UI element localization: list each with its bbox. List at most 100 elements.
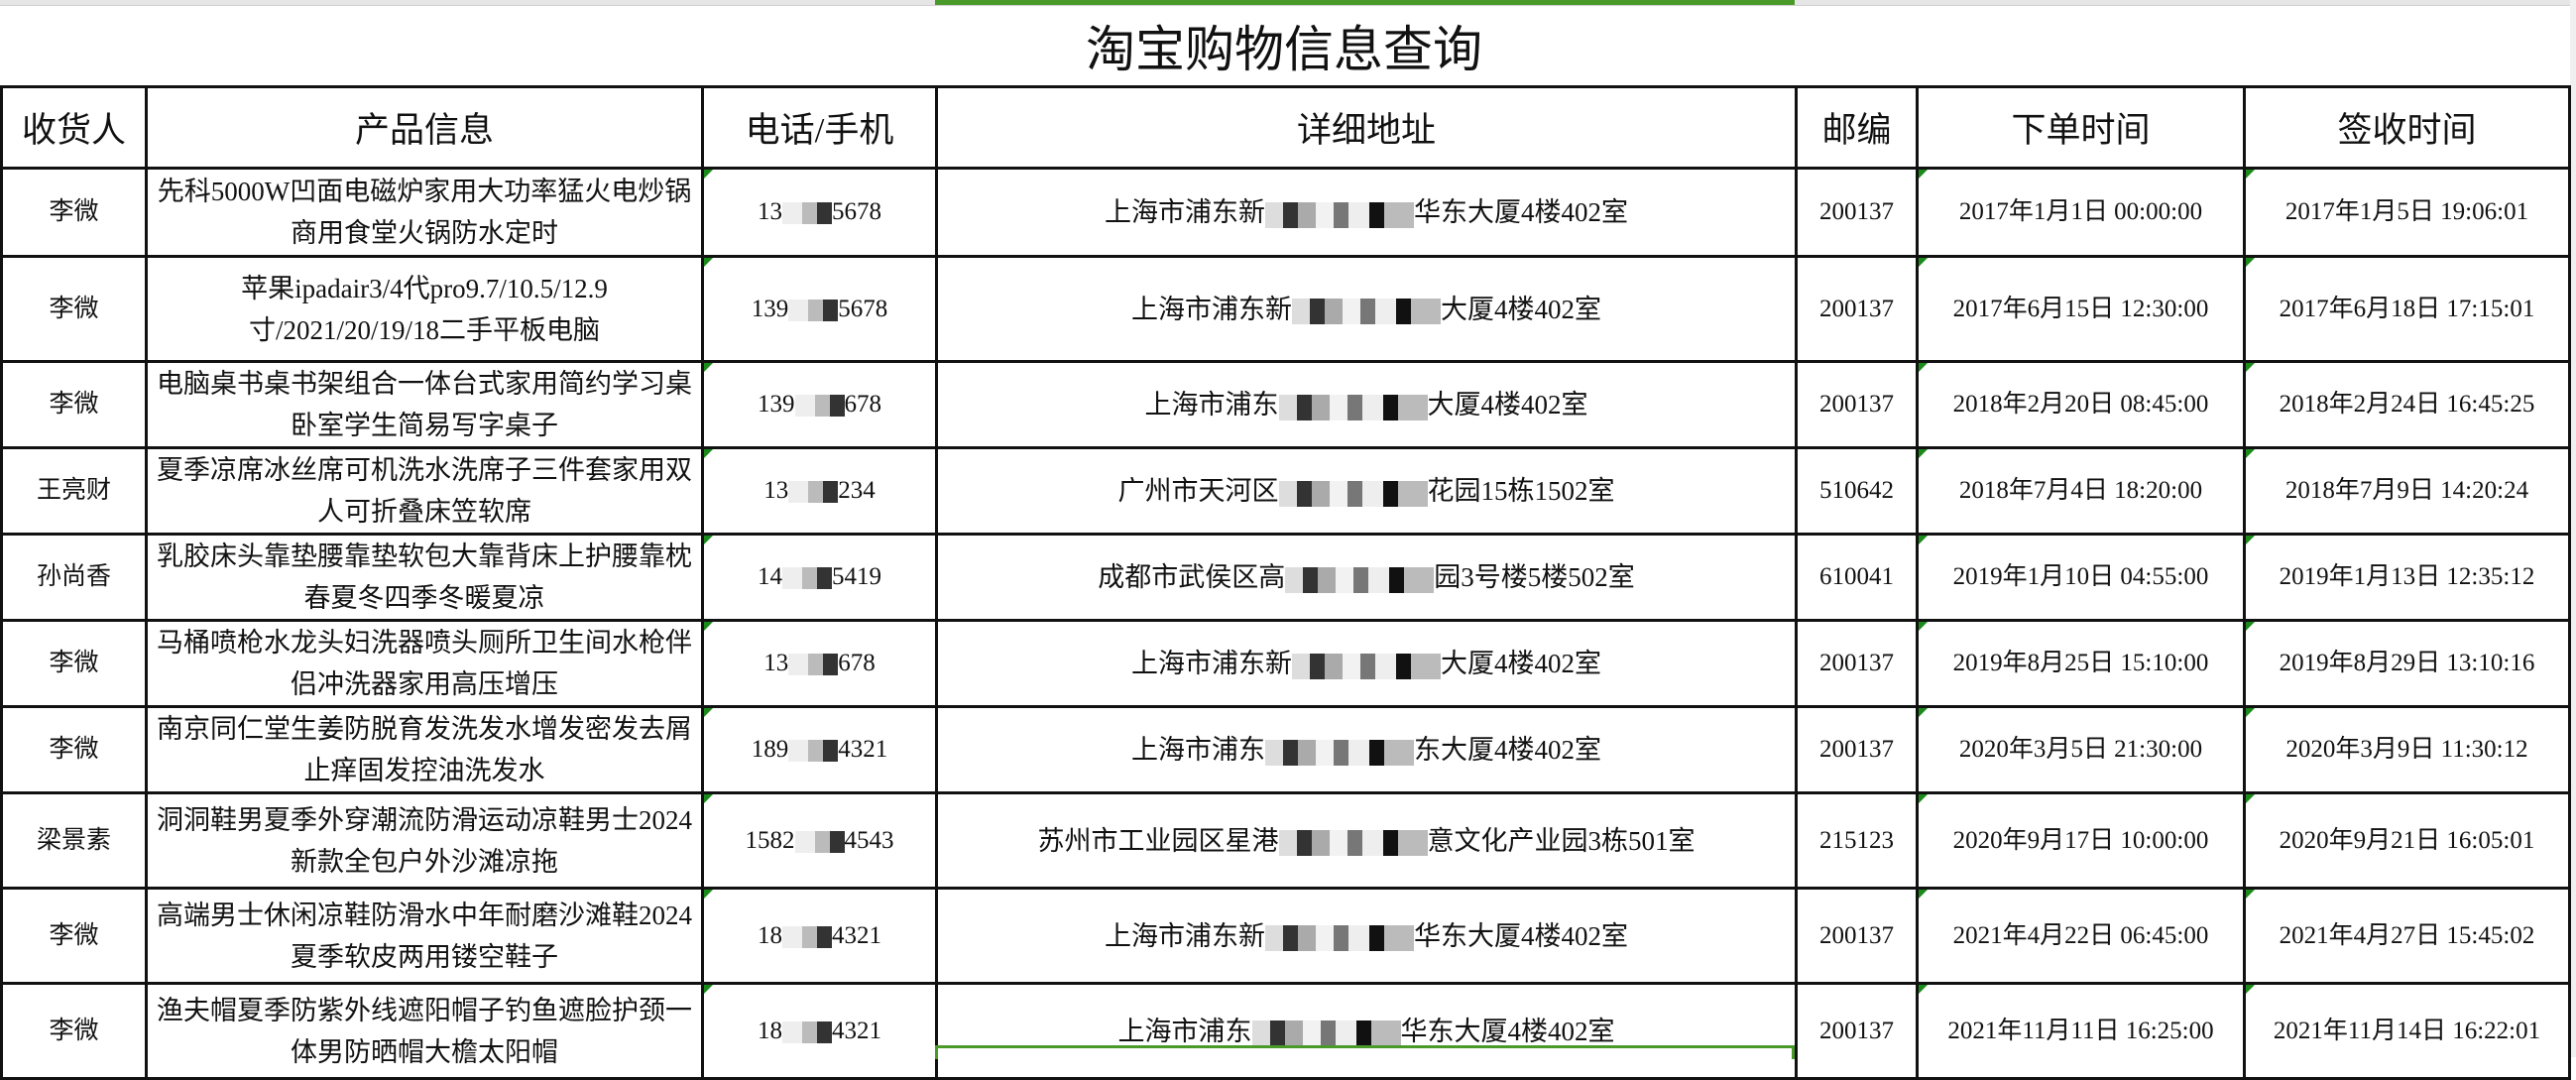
sign-time-cell[interactable]: 2017年6月18日 17:15:01 [2243,255,2571,363]
product-cell[interactable]: 夏季凉席冰丝席可机洗水洗席子三件套家用双人可折叠床笠软席 [145,446,704,536]
address-visible-end: 华东大厦4楼402室 [1414,920,1628,951]
recipient-cell[interactable]: 李微 [0,705,148,794]
header-row: 收货人 产品信息 电话/手机 详细地址 邮编 下单时间 签收时间 [0,85,2571,170]
order-time-cell[interactable]: 2018年2月20日 08:45:00 [1916,360,2246,449]
table-row: 李微 马桶喷枪水龙头妇洗器喷头厕所卫生间水枪伴侣冲洗器家用高压增压 13 678 上海市… [0,619,2571,708]
phone-cell[interactable]: 1582 4543 [701,791,938,890]
product-cell[interactable]: 渔夫帽夏季防紫外线遮阳帽子钓鱼遮脸护颈一体男防晒帽大檐太阳帽 [145,982,704,1080]
address-visible-start: 上海市浦东 [1131,735,1265,765]
redaction-mosaic [1251,1020,1401,1047]
phone-cell[interactable]: 13 5678 [701,167,938,258]
order-time-cell[interactable]: 2017年6月15日 12:30:00 [1916,255,2246,363]
address-visible-start: 上海市浦东 [1144,390,1279,420]
address-visible-start: 上海市浦东新 [1131,649,1292,678]
address-cell[interactable]: 上海市浦东 华东大厦4楼402室 [935,982,1798,1080]
active-cell-selection[interactable] [935,1045,1795,1059]
address-cell[interactable]: 上海市浦东 大厦4楼402室 [935,360,1798,449]
sheet-title[interactable]: 淘宝购物信息查询 [1086,22,1482,77]
recipient-cell[interactable]: 梁景素 [0,791,148,890]
redaction-mosaic [1285,566,1435,593]
order-time-cell[interactable]: 2020年9月17日 10:00:00 [1916,791,2246,890]
address-visible-end: 大厦4楼402室 [1441,294,1601,324]
zip-cell[interactable]: 200137 [1795,255,1919,363]
header-recipient[interactable]: 收货人 [0,85,148,170]
order-time-cell[interactable]: 2018年7月4日 18:20:00 [1916,446,2246,536]
recipient-cell[interactable]: 李微 [0,982,148,1080]
zip-cell[interactable]: 200137 [1795,982,1919,1080]
zip-cell[interactable]: 510642 [1795,446,1919,536]
zip-cell[interactable]: 215123 [1795,791,1919,890]
zip-cell[interactable]: 200137 [1795,705,1919,794]
phone-visible-start: 139 [758,391,795,418]
sheet-background [2570,0,2576,1057]
phone-visible-start: 1582 [745,826,795,854]
zip-cell[interactable]: 200137 [1795,360,1919,449]
redaction-mosaic [1292,299,1441,325]
order-time-cell[interactable]: 2019年8月25日 15:10:00 [1916,619,2246,708]
header-phone[interactable]: 电话/手机 [701,85,938,170]
sign-time-cell[interactable]: 2021年11月14日 16:22:01 [2243,982,2571,1080]
address-visible-start: 苏州市工业园区星港 [1037,825,1279,856]
recipient-cell[interactable]: 王亮财 [0,446,148,536]
recipient-cell[interactable]: 李微 [0,619,148,708]
sign-time-cell[interactable]: 2018年7月9日 14:20:24 [2243,446,2571,536]
zip-cell[interactable]: 200137 [1795,619,1919,708]
recipient-cell[interactable]: 孙尚香 [0,533,148,622]
address-cell[interactable]: 成都市武侯区高 园3号楼5楼502室 [935,533,1798,622]
phone-cell[interactable]: 14 5419 [701,533,938,622]
phone-visible-end: 5419 [832,563,881,590]
header-zip[interactable]: 邮编 [1795,85,1919,170]
sign-time-cell[interactable]: 2019年8月29日 13:10:16 [2243,619,2571,708]
recipient-cell[interactable]: 李微 [0,887,148,985]
header-address[interactable]: 详细地址 [935,85,1798,170]
header-product[interactable]: 产品信息 [145,85,704,170]
redaction-mosaic [782,202,832,225]
address-cell[interactable]: 广州市天河区 花园15栋1502室 [935,446,1798,536]
phone-cell[interactable]: 189 4321 [701,705,938,794]
phone-cell[interactable]: 13 234 [701,446,938,536]
zip-cell[interactable]: 200137 [1795,887,1919,985]
sign-time-cell[interactable]: 2021年4月27日 15:45:02 [2243,887,2571,985]
redaction-mosaic [788,481,839,504]
order-time-cell[interactable]: 2021年11月11日 16:25:00 [1916,982,2246,1080]
order-time-cell[interactable]: 2017年1月1日 00:00:00 [1916,167,2246,258]
phone-cell[interactable]: 18 4321 [701,887,938,985]
phone-cell[interactable]: 18 4321 [701,982,938,1080]
order-time-cell[interactable]: 2020年3月5日 21:30:00 [1916,705,2246,794]
zip-cell[interactable]: 200137 [1795,167,1919,258]
recipient-cell[interactable]: 李微 [0,360,148,449]
phone-cell[interactable]: 13 678 [701,619,938,708]
product-cell[interactable]: 南京同仁堂生姜防脱育发洗发水增发密发去屑止痒固发控油洗发水 [145,705,704,794]
sign-time-cell[interactable]: 2019年1月13日 12:35:12 [2243,533,2571,622]
phone-cell[interactable]: 139 5678 [701,255,938,363]
product-cell[interactable]: 高端男士休闲凉鞋防滑水中年耐磨沙滩鞋2024夏季软皮两用镂空鞋子 [145,887,704,985]
product-cell[interactable]: 乳胶床头靠垫腰靠垫软包大靠背床上护腰靠枕春夏冬四季冬暖夏凉 [145,533,704,622]
table-row: 李微 先科5000W凹面电磁炉家用大功率猛火电炒锅商用食堂火锅防水定时 13 5678… [0,167,2571,258]
redaction-mosaic [1278,480,1428,507]
address-cell[interactable]: 上海市浦东新 大厦4楼402室 [935,255,1798,363]
address-visible-end: 花园15栋1502室 [1427,476,1615,506]
product-cell[interactable]: 洞洞鞋男夏季外穿潮流防滑运动凉鞋男士2024新款全包户外沙滩凉拖 [145,791,704,890]
address-cell[interactable]: 上海市浦东新 华东大厦4楼402室 [935,167,1798,258]
address-cell[interactable]: 上海市浦东新 大厦4楼402室 [935,619,1798,708]
zip-cell[interactable]: 610041 [1795,533,1919,622]
product-cell[interactable]: 电脑桌书桌书架组合一体台式家用简约学习桌卧室学生简易写字桌子 [145,360,704,449]
order-time-cell[interactable]: 2019年1月10日 04:55:00 [1916,533,2246,622]
redaction-mosaic [788,299,839,321]
recipient-cell[interactable]: 李微 [0,255,148,363]
phone-cell[interactable]: 139 678 [701,360,938,449]
sign-time-cell[interactable]: 2018年2月24日 16:45:25 [2243,360,2571,449]
sign-time-cell[interactable]: 2020年9月21日 16:05:01 [2243,791,2571,890]
sign-time-cell[interactable]: 2020年3月9日 11:30:12 [2243,705,2571,794]
product-cell[interactable]: 苹果ipadair3/4代pro9.7/10.5/12.9寸/2021/20/1… [145,255,704,363]
product-cell[interactable]: 先科5000W凹面电磁炉家用大功率猛火电炒锅商用食堂火锅防水定时 [145,167,704,258]
sign-time-cell[interactable]: 2017年1月5日 19:06:01 [2243,167,2571,258]
address-cell[interactable]: 上海市浦东 东大厦4楼402室 [935,705,1798,794]
recipient-cell[interactable]: 李微 [0,167,148,258]
order-time-cell[interactable]: 2021年4月22日 06:45:00 [1916,887,2246,985]
address-cell[interactable]: 上海市浦东新 华东大厦4楼402室 [935,887,1798,985]
address-cell[interactable]: 苏州市工业园区星港 意文化产业园3栋501室 [935,791,1798,890]
header-order-time[interactable]: 下单时间 [1916,85,2246,170]
header-sign-time[interactable]: 签收时间 [2243,85,2571,170]
product-cell[interactable]: 马桶喷枪水龙头妇洗器喷头厕所卫生间水枪伴侣冲洗器家用高压增压 [145,619,704,708]
